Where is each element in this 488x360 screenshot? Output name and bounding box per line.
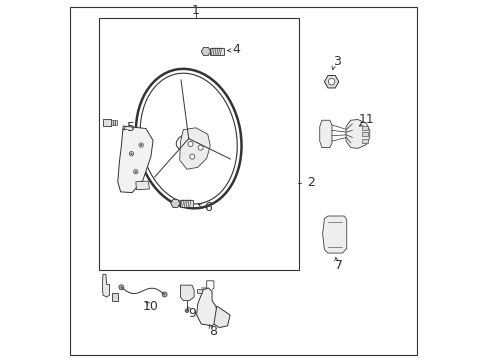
Text: 3: 3 [332,55,340,68]
Bar [111,120,113,125]
Circle shape [189,154,194,159]
Polygon shape [102,274,109,297]
Circle shape [328,78,334,85]
Circle shape [140,144,142,146]
Bar [112,293,118,301]
Polygon shape [179,128,210,169]
Text: 6: 6 [204,201,212,214]
Bar [361,132,367,136]
Circle shape [133,170,138,174]
Circle shape [185,309,188,312]
Bar [115,120,117,125]
Polygon shape [346,120,369,148]
Circle shape [119,285,123,290]
Polygon shape [118,126,153,193]
Polygon shape [213,306,230,328]
Bar [99,18,298,270]
Circle shape [162,292,167,297]
Circle shape [187,141,193,147]
Circle shape [129,152,133,156]
Circle shape [139,143,143,147]
Text: 5: 5 [127,121,135,134]
Circle shape [130,153,132,154]
Text: 9: 9 [188,307,196,320]
Polygon shape [319,120,331,148]
Polygon shape [322,216,346,253]
Bar [196,289,202,293]
Bar [103,119,111,126]
Text: 2: 2 [307,176,315,189]
Circle shape [135,171,136,172]
Ellipse shape [182,135,195,143]
Bar [361,139,367,143]
Text: 4: 4 [232,43,240,56]
Polygon shape [136,181,149,190]
Text: 1: 1 [192,4,200,17]
Bar [113,120,115,125]
Bar [210,48,224,55]
Text: 11: 11 [358,113,374,126]
Text: 10: 10 [142,300,159,313]
Bar [179,200,193,207]
Polygon shape [180,285,194,301]
Text: 7: 7 [334,259,342,272]
Bar [361,126,367,130]
Circle shape [198,145,203,150]
Text: 8: 8 [209,325,217,338]
Polygon shape [196,288,218,326]
